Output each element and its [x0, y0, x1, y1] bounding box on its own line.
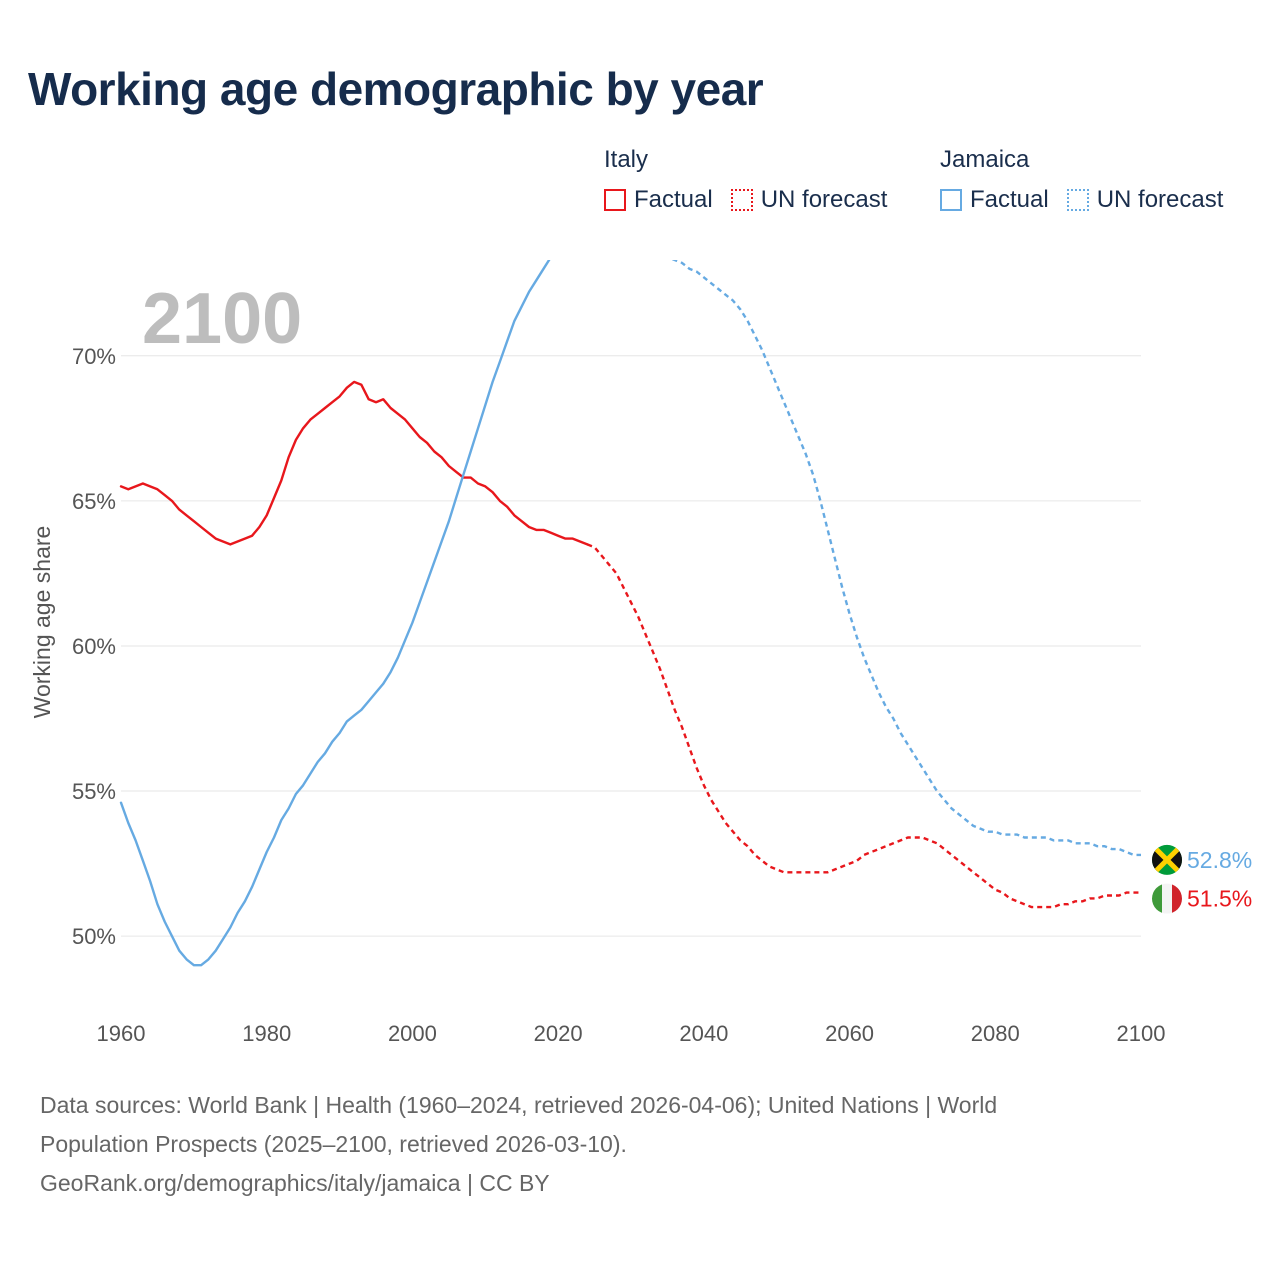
series-line-jamaica-factual [119, 260, 551, 967]
flag-white [1162, 883, 1172, 914]
italy-flag-icon [1152, 883, 1182, 914]
y-tick-label: 50% [72, 924, 116, 949]
y-tick-label: 55% [72, 779, 116, 804]
end-value-label-jamaica: 52.8% [1187, 847, 1252, 873]
y-tick-label: 60% [72, 634, 116, 659]
series-line-italy-factual [119, 380, 589, 546]
flag-red [1172, 883, 1182, 914]
x-tick-label: 2060 [825, 1021, 874, 1046]
legend-item-jamaica-forecast[interactable]: UN forecast [1066, 186, 1224, 214]
legend-group-jamaica: Jamaica Factual UN forecast [940, 146, 1241, 214]
footer-line[interactable]: GeoRank.org/demographics/italy/jamaica |… [40, 1170, 550, 1196]
y-tick-label: 65% [72, 489, 116, 514]
x-tick-label: 2040 [679, 1021, 728, 1046]
legend-swatch-solid-icon [940, 189, 962, 211]
series-line-jamaica-forecast [671, 260, 1141, 857]
chart-title: Working age demographic by year [28, 63, 764, 115]
x-tick-label: 2000 [388, 1021, 437, 1046]
legend-group-italy: Italy Factual UN forecast [604, 146, 905, 214]
legend-item-italy-forecast[interactable]: UN forecast [730, 186, 888, 214]
x-tick-label: 1960 [97, 1021, 146, 1046]
legend-label: UN forecast [760, 186, 888, 213]
legend-label: Factual [970, 186, 1049, 213]
x-tick-label: 2020 [534, 1021, 583, 1046]
legend-group-name: Jamaica [940, 146, 1030, 173]
footer-line: Population Prospects (2025–2100, retriev… [40, 1131, 627, 1157]
flag-black-right [1167, 844, 1182, 875]
series-line-italy-forecast [586, 543, 1141, 909]
legend-label: Factual [634, 186, 713, 213]
legend-item-italy-factual[interactable]: Factual [604, 186, 713, 214]
x-tick-label: 2100 [1117, 1021, 1166, 1046]
legend-swatch-dotted-icon [730, 189, 753, 211]
x-tick-label: 1980 [242, 1021, 291, 1046]
flag-body [1152, 883, 1182, 914]
legend-label: UN forecast [1096, 186, 1224, 213]
flag-body [1152, 844, 1182, 875]
y-tick-label: 70% [72, 344, 116, 369]
end-value-label-italy: 51.5% [1187, 886, 1252, 912]
flag-black-left [1152, 844, 1167, 875]
legend-group-name: Italy [604, 146, 649, 173]
footer-sources: Data sources: World Bank | Health (1960–… [40, 1086, 1220, 1203]
x-tick-label: 2080 [971, 1021, 1020, 1046]
series-group [119, 260, 1141, 967]
legend-item-jamaica-factual[interactable]: Factual [940, 186, 1049, 214]
legend-swatch-dotted-icon [1066, 189, 1089, 211]
footer-line: Data sources: World Bank | Health (1960–… [40, 1092, 998, 1118]
flag-green [1152, 883, 1162, 914]
y-axis-label: Working age share [29, 526, 55, 719]
jamaica-flag-icon [1152, 844, 1182, 875]
year-display: 2100 [142, 279, 302, 359]
legend-swatch-solid-icon [604, 189, 626, 211]
